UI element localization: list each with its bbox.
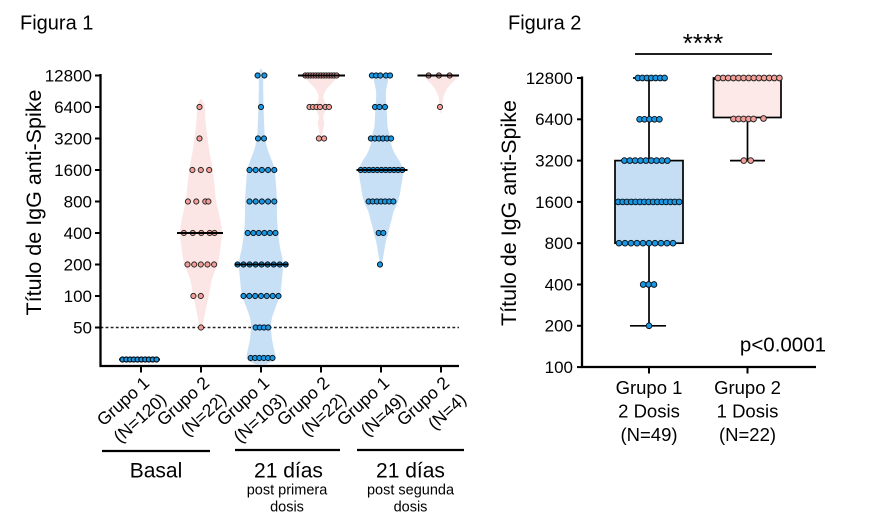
svg-text:1600: 1600	[535, 193, 573, 212]
svg-text:12800: 12800	[45, 66, 92, 85]
svg-text:100: 100	[545, 358, 573, 377]
svg-text:1 Dosis: 1 Dosis	[717, 401, 779, 422]
svg-text:dosis: dosis	[270, 500, 304, 516]
svg-text:1600: 1600	[54, 161, 92, 180]
svg-text:6400: 6400	[535, 110, 573, 129]
svg-text:Basal: Basal	[130, 460, 183, 483]
svg-text:2 Dosis: 2 Dosis	[618, 401, 680, 422]
svg-text:Figura 1: Figura 1	[20, 13, 93, 35]
svg-text:12800: 12800	[526, 69, 573, 88]
svg-text:Grupo 2: Grupo 2	[714, 377, 781, 398]
svg-text:****: ****	[683, 28, 723, 58]
svg-text:3200: 3200	[535, 152, 573, 171]
svg-text:Título de IgG anti-Spike: Título de IgG anti-Spike	[497, 100, 521, 326]
svg-text:400: 400	[64, 224, 92, 243]
svg-text:dosis: dosis	[394, 500, 428, 516]
svg-text:Grupo 1: Grupo 1	[616, 377, 683, 398]
svg-text:Título de IgG anti-Spike: Título de IgG anti-Spike	[22, 90, 46, 316]
svg-text:3200: 3200	[54, 129, 92, 148]
svg-text:50: 50	[73, 318, 92, 337]
svg-text:p<0.0001: p<0.0001	[740, 334, 826, 357]
svg-text:post primera: post primera	[247, 483, 329, 499]
svg-text:21 días: 21 días	[254, 460, 323, 483]
svg-text:400: 400	[545, 275, 573, 294]
svg-text:(N=49): (N=49)	[620, 424, 677, 445]
svg-text:200: 200	[545, 317, 573, 336]
svg-text:100: 100	[64, 287, 92, 306]
svg-text:800: 800	[545, 234, 573, 253]
svg-text:post segunda: post segunda	[367, 483, 455, 499]
svg-text:800: 800	[64, 192, 92, 211]
svg-text:200: 200	[64, 255, 92, 274]
svg-text:(N=22): (N=22)	[719, 424, 776, 445]
svg-text:21 días: 21 días	[376, 460, 445, 483]
svg-text:6400: 6400	[54, 98, 92, 117]
svg-text:Figura 2: Figura 2	[508, 13, 581, 35]
